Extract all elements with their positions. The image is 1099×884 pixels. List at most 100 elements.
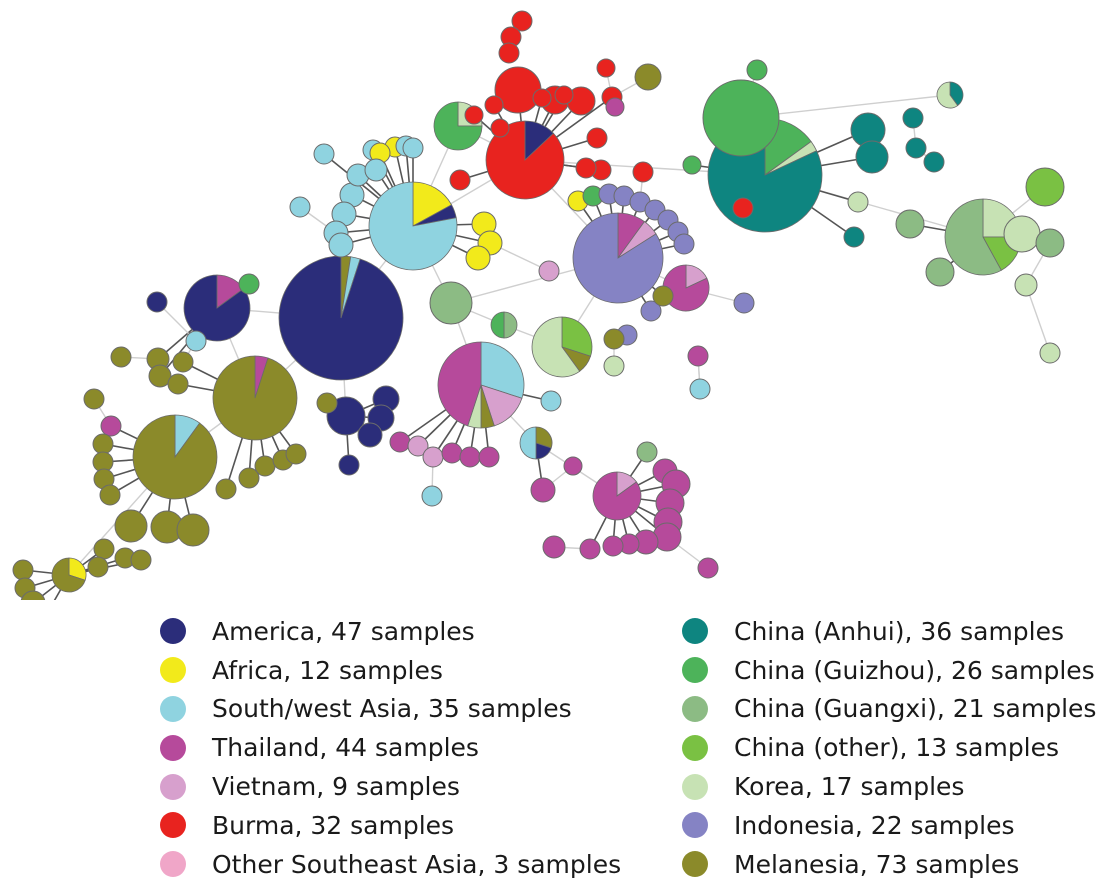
pie-slice-thailand — [592, 471, 642, 521]
legend-item-america: America, 47 samples — [160, 612, 621, 651]
legend-label-america: America, 47 samples — [212, 616, 475, 646]
haplotype-node-melanesia — [316, 392, 338, 414]
haplotype-hub-swasia-main — [368, 181, 458, 271]
legend-swatch-china-guizhou — [682, 657, 708, 684]
pie-slice-swasia — [480, 341, 525, 399]
legend-item-china-guizhou: China (Guizhou), 26 samples — [682, 651, 1096, 690]
haplotype-node-america — [338, 454, 360, 476]
haplotype-node-melanesia — [110, 346, 132, 368]
haplotype-node-burma — [596, 58, 616, 78]
haplotype-node-vietnam — [407, 435, 429, 457]
pie-slice-korea — [936, 81, 959, 109]
haplotype-node-swasia — [313, 143, 335, 165]
haplotype-node-guangxi — [925, 257, 955, 287]
legend-swatch-china-guangxi — [682, 695, 708, 722]
haplotype-node-korea — [603, 355, 625, 377]
pie-slice-thailand — [662, 264, 710, 312]
haplotype-hub-korea-tr — [936, 81, 964, 109]
haplotype-node-melanesia — [87, 556, 109, 578]
haplotype-node-swasia — [421, 485, 443, 507]
pie-slice-korea — [1003, 215, 1041, 253]
legend-item-china-other: China (other), 13 samples — [682, 728, 1096, 767]
legend-label-china-guangxi: China (Guangxi), 21 samples — [734, 694, 1097, 724]
haplotype-node-korea — [1014, 273, 1038, 297]
pie-slice-melanesia — [212, 355, 298, 441]
legend-swatch-indonesia — [682, 812, 708, 839]
pie-slice-cother — [1025, 167, 1065, 207]
legend-label-melanesia: Melanesia, 73 samples — [734, 849, 1020, 879]
legend-swatch-korea — [682, 773, 708, 800]
pie-slice-africa — [68, 557, 87, 581]
haplotype-node-burma — [511, 10, 533, 32]
pie-slice-swasia — [519, 426, 537, 460]
haplotype-node-thailand — [441, 442, 463, 464]
haplotype-node-thailand — [530, 477, 556, 503]
haplotype-node-burma — [498, 42, 520, 64]
haplotype-node-burma — [575, 157, 597, 179]
haplotype-hub-thailand-main — [437, 341, 525, 429]
legend-item-china-anhui: China (Anhui), 36 samples — [682, 612, 1096, 651]
haplotype-node-america — [146, 291, 168, 313]
haplotype-hub-guangxi-r — [1035, 228, 1065, 258]
legend-label-south-west-asia: South/west Asia, 35 samples — [212, 694, 572, 724]
haplotype-node-melanesia — [93, 538, 115, 560]
haplotype-hub-guizhou-top — [702, 79, 780, 157]
haplotype-node-burma — [632, 161, 654, 183]
haplotype-hub-guizhou-sm — [490, 311, 518, 339]
haplotype-node-melanesia — [114, 509, 148, 543]
pie-slice-guizhou — [433, 101, 483, 151]
legend-label-vietnam: Vietnam, 9 samples — [212, 772, 460, 802]
legend-item-korea: Korea, 17 samples — [682, 767, 1096, 806]
haplotype-hub-melanesia-ll — [51, 557, 87, 593]
pie-slice-guangxi — [429, 281, 473, 325]
haplotype-hub-guangxi-small — [429, 281, 473, 325]
legend-item-burma: Burma, 32 samples — [160, 806, 621, 845]
pie-slice-guangxi — [1035, 228, 1065, 258]
haplotype-hub-cother-tr — [1025, 167, 1065, 207]
haplotype-node-anhui — [902, 107, 924, 129]
haplotype-node-melanesia — [20, 590, 46, 600]
haplotype-node-swasia — [540, 390, 562, 412]
haplotype-node-korea — [1039, 342, 1061, 364]
haplotype-node-burma — [449, 169, 471, 191]
haplotype-node-melanesia — [130, 549, 152, 571]
pie-slice-anhui — [949, 81, 964, 107]
haplotype-node-burma — [732, 197, 754, 219]
pie-slice-america — [278, 255, 404, 381]
haplotype-node-burma — [532, 88, 552, 108]
legend-item-vietnam: Vietnam, 9 samples — [160, 767, 621, 806]
haplotype-node-thailand — [579, 538, 601, 560]
haplotype-node-melanesia — [12, 559, 34, 581]
haplotype-node-thailand — [602, 535, 624, 557]
haplotype-node-anhui — [905, 137, 927, 159]
haplotype-node-melanesia — [603, 328, 625, 350]
haplotype-node-melanesia — [83, 388, 105, 410]
haplotype-node-melanesia — [92, 433, 114, 455]
legend-item-melanesia: Melanesia, 73 samples — [682, 845, 1096, 884]
network-edges — [22, 20, 1051, 600]
haplotype-node-swasia — [402, 137, 424, 159]
haplotype-node-swasia — [364, 158, 388, 182]
haplotype-node-america — [357, 422, 383, 448]
haplotype-node-thailand — [563, 456, 583, 476]
haplotype-node-indonesia — [673, 233, 695, 255]
legend-label-korea: Korea, 17 samples — [734, 772, 965, 802]
haplotype-node-swasia — [328, 232, 354, 258]
haplotype-node-swasia — [185, 330, 207, 352]
haplotype-node-anhui — [923, 151, 945, 173]
haplotype-node-guizhou — [746, 59, 768, 81]
haplotype-node-swasia — [289, 196, 311, 218]
pie-slice-africa — [412, 181, 453, 227]
legend-column-right: China (Anhui), 36 samples China (Guizhou… — [682, 612, 1096, 884]
legend-swatch-vietnam — [160, 773, 186, 800]
haplotype-node-melanesia — [172, 351, 194, 373]
haplotype-node-melanesia — [176, 513, 210, 547]
haplotype-node-thailand — [605, 97, 625, 117]
haplotype-node-vietnam — [538, 260, 560, 282]
haplotype-hub-america-main — [278, 255, 404, 381]
pie-slice-guizhou — [490, 311, 505, 339]
haplotype-node-thailand — [687, 345, 709, 367]
haplotype-node-thailand — [697, 557, 719, 579]
haplotype-node-melanesia — [167, 373, 189, 395]
pie-slice-cother — [561, 316, 593, 357]
